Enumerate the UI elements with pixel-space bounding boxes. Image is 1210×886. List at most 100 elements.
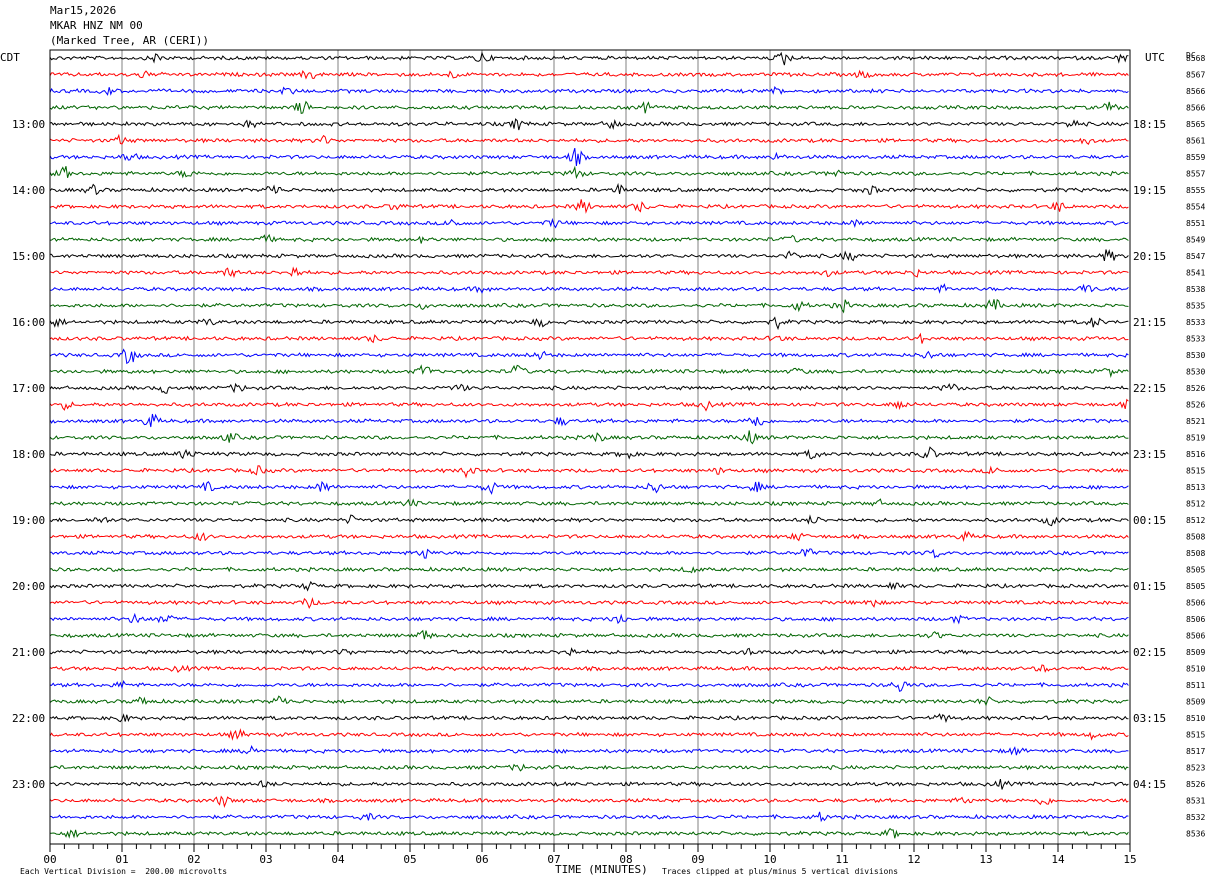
dc-offset-label: 8526 xyxy=(1186,401,1205,410)
trace-line-22 xyxy=(49,413,1129,428)
dc-offset-label: 8565 xyxy=(1186,120,1205,129)
left-hour-label: 18:00 xyxy=(12,448,45,461)
dc-offset-label: 8521 xyxy=(1186,417,1205,426)
trace-line-23 xyxy=(49,430,1129,445)
left-hour-label: 20:00 xyxy=(12,580,45,593)
trace-line-0 xyxy=(49,51,1129,66)
left-hour-label: 19:00 xyxy=(12,514,45,527)
trace-line-39 xyxy=(49,695,1129,707)
trace-line-44 xyxy=(49,778,1129,790)
dc-offset-label: 8541 xyxy=(1186,269,1205,278)
dc-offset-label: 8555 xyxy=(1186,186,1205,195)
trace-line-27 xyxy=(49,498,1129,507)
dc-offset-label: 8532 xyxy=(1186,813,1205,822)
x-tick-label: 08 xyxy=(619,853,632,866)
dc-offset-label: 8512 xyxy=(1186,500,1205,509)
trace-line-26 xyxy=(49,480,1129,495)
dc-offset-label: 8505 xyxy=(1186,582,1205,591)
dc-offset-label: 8559 xyxy=(1186,153,1205,162)
right-hour-label: 23:15 xyxy=(1133,448,1166,461)
right-hour-label: 04:15 xyxy=(1133,778,1166,791)
dc-offset-label: 8557 xyxy=(1186,170,1205,179)
trace-line-11 xyxy=(49,233,1129,244)
trace-line-30 xyxy=(50,548,1129,559)
dc-offset-label: 8516 xyxy=(1186,450,1205,459)
trace-line-21 xyxy=(49,398,1129,412)
dc-offset-label: 8519 xyxy=(1186,434,1205,443)
x-tick-label: 13 xyxy=(979,853,992,866)
x-axis-ticks xyxy=(49,844,1131,852)
x-tick-label: 14 xyxy=(1051,853,1065,866)
trace-line-41 xyxy=(49,728,1129,741)
dc-offset-label: 8566 xyxy=(1186,87,1205,96)
dc-offset-label: 8530 xyxy=(1186,368,1205,377)
x-tick-label: 05 xyxy=(403,853,416,866)
dc-offset-label: 8526 xyxy=(1186,384,1205,393)
left-hour-label: 23:00 xyxy=(12,778,45,791)
trace-line-2 xyxy=(49,86,1129,96)
plot-frame xyxy=(49,49,1131,845)
dc-offset-label: 8568 xyxy=(1186,54,1205,63)
trace-line-8 xyxy=(49,182,1129,196)
trace-line-12 xyxy=(49,248,1129,262)
dc-offset-label: 8536 xyxy=(1186,830,1205,839)
header-location: (Marked Tree, AR (CERI)) xyxy=(50,34,209,47)
left-timezone-label: CDT xyxy=(0,51,20,64)
dc-offset-label: 8511 xyxy=(1186,681,1205,690)
trace-line-42 xyxy=(49,744,1129,756)
x-tick-label: 07 xyxy=(547,853,560,866)
dc-offset-label: 8533 xyxy=(1186,318,1205,327)
x-tick-label: 01 xyxy=(115,853,128,866)
x-tick-label: 15 xyxy=(1123,853,1136,866)
dc-header-label: DC xyxy=(1186,51,1196,60)
dc-offset-label: 8515 xyxy=(1186,731,1205,740)
trace-line-45 xyxy=(49,795,1129,809)
dc-offset-label: 8561 xyxy=(1186,137,1205,146)
dc-offset-label: 8506 xyxy=(1186,615,1205,624)
dc-offset-label: 8509 xyxy=(1186,698,1205,707)
trace-line-4 xyxy=(49,118,1129,131)
trace-line-36 xyxy=(49,647,1129,657)
left-hour-label: 14:00 xyxy=(12,184,45,197)
dc-offset-label: 8554 xyxy=(1186,203,1205,212)
dc-offset-label: 8509 xyxy=(1186,648,1205,657)
x-axis-title: TIME (MINUTES) xyxy=(555,863,648,876)
trace-line-33 xyxy=(49,597,1129,610)
trace-line-7 xyxy=(49,165,1129,180)
dc-offset-label: 8506 xyxy=(1186,599,1205,608)
left-hour-label: 16:00 xyxy=(12,316,45,329)
right-hour-label: 03:15 xyxy=(1133,712,1166,725)
x-tick-label: 10 xyxy=(763,853,776,866)
trace-line-37 xyxy=(49,664,1129,674)
trace-line-9 xyxy=(49,199,1129,214)
x-tick-label: 09 xyxy=(691,853,704,866)
trace-line-13 xyxy=(49,266,1129,279)
dc-offset-label: 8515 xyxy=(1186,467,1205,476)
dc-offset-label: 8538 xyxy=(1186,285,1205,294)
header-date: Mar15,2026 xyxy=(50,4,117,17)
x-tick-label: 06 xyxy=(475,853,488,866)
dc-offset-label: 8513 xyxy=(1186,483,1205,492)
dc-offset-label: 8551 xyxy=(1186,219,1205,228)
trace-line-43 xyxy=(49,763,1129,772)
right-hour-label: 02:15 xyxy=(1133,646,1166,659)
x-tick-label: 12 xyxy=(907,853,920,866)
left-hour-label: 17:00 xyxy=(12,382,45,395)
dc-offset-label: 8510 xyxy=(1186,714,1205,723)
trace-line-15 xyxy=(49,298,1129,314)
dc-offset-label: 8547 xyxy=(1186,252,1205,261)
left-hour-label: 15:00 xyxy=(12,250,45,263)
trace-line-35 xyxy=(49,629,1129,640)
dc-offset-label: 8523 xyxy=(1186,764,1205,773)
trace-line-10 xyxy=(49,217,1129,229)
trace-line-14 xyxy=(50,283,1129,294)
right-timezone-label: UTC xyxy=(1145,51,1165,64)
dc-offset-label: 8508 xyxy=(1186,549,1205,558)
trace-line-6 xyxy=(49,147,1129,166)
trace-line-18 xyxy=(49,348,1129,365)
x-tick-label: 03 xyxy=(259,853,272,866)
trace-line-34 xyxy=(49,612,1129,625)
trace-line-28 xyxy=(49,514,1129,527)
trace-line-24 xyxy=(49,446,1129,460)
dc-offset-label: 8567 xyxy=(1186,71,1205,80)
